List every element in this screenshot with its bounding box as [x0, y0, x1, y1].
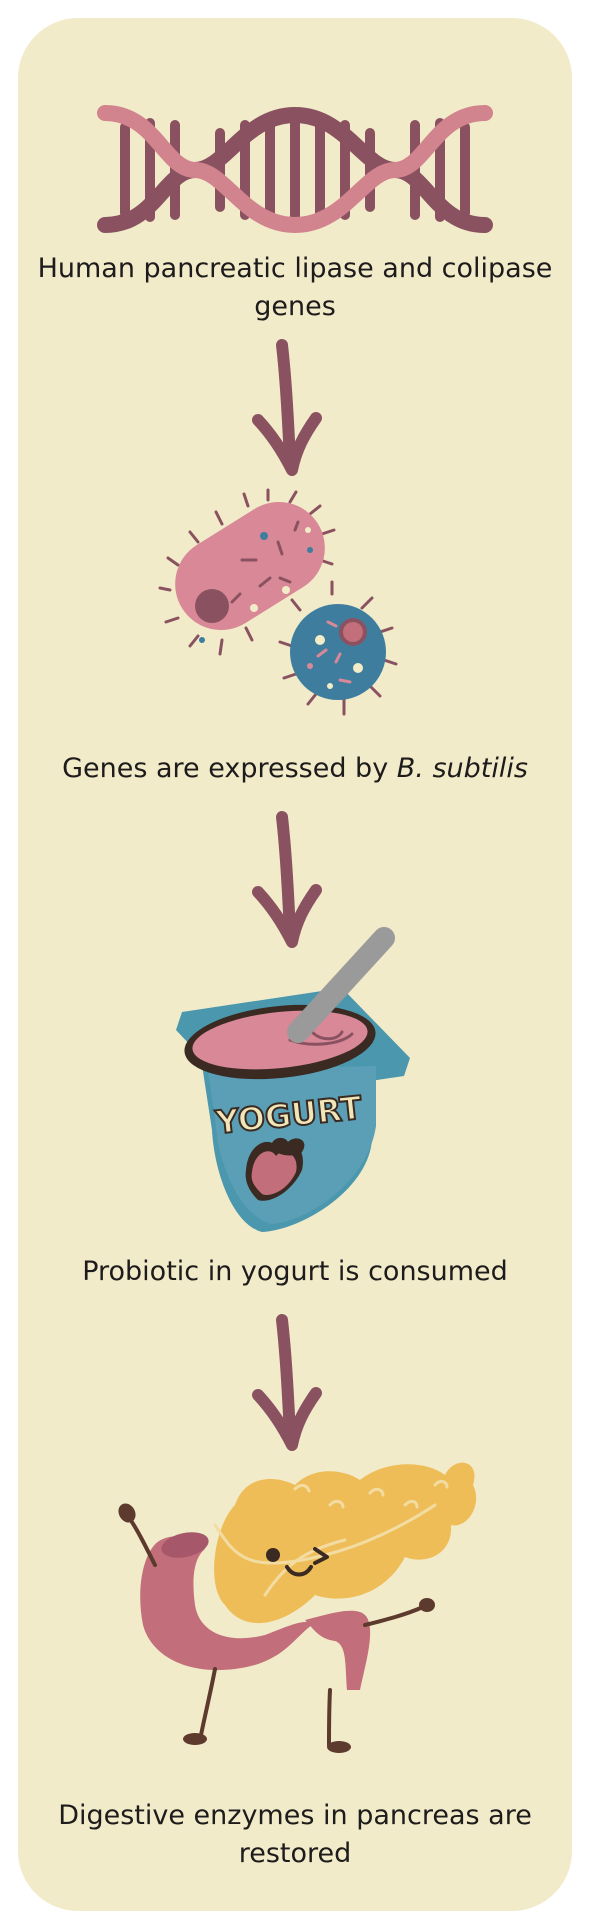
- arrow-down-icon: [252, 1314, 322, 1451]
- step-4-label: Digestive enzymes in pancreas are restor…: [58, 1800, 532, 1869]
- species-name: B. subtilis: [396, 753, 528, 784]
- yogurt-cup-icon: YOGURT: [176, 927, 410, 1232]
- step-3-label: Probiotic in yogurt is consumed: [82, 1256, 508, 1287]
- dna-helix-icon: [97, 105, 493, 234]
- bacteria-icon: [158, 488, 398, 716]
- step-1-label: Human pancreatic lipase and colipase gen…: [37, 253, 553, 322]
- step-2-label: Genes are expressed by B. subtilis: [0, 750, 590, 788]
- arrow-down-icon: [252, 339, 322, 476]
- arrow-down-icon: [252, 811, 322, 948]
- step-2-text: Genes are expressed by: [62, 753, 397, 784]
- pancreas-character-icon: [118, 1462, 477, 1753]
